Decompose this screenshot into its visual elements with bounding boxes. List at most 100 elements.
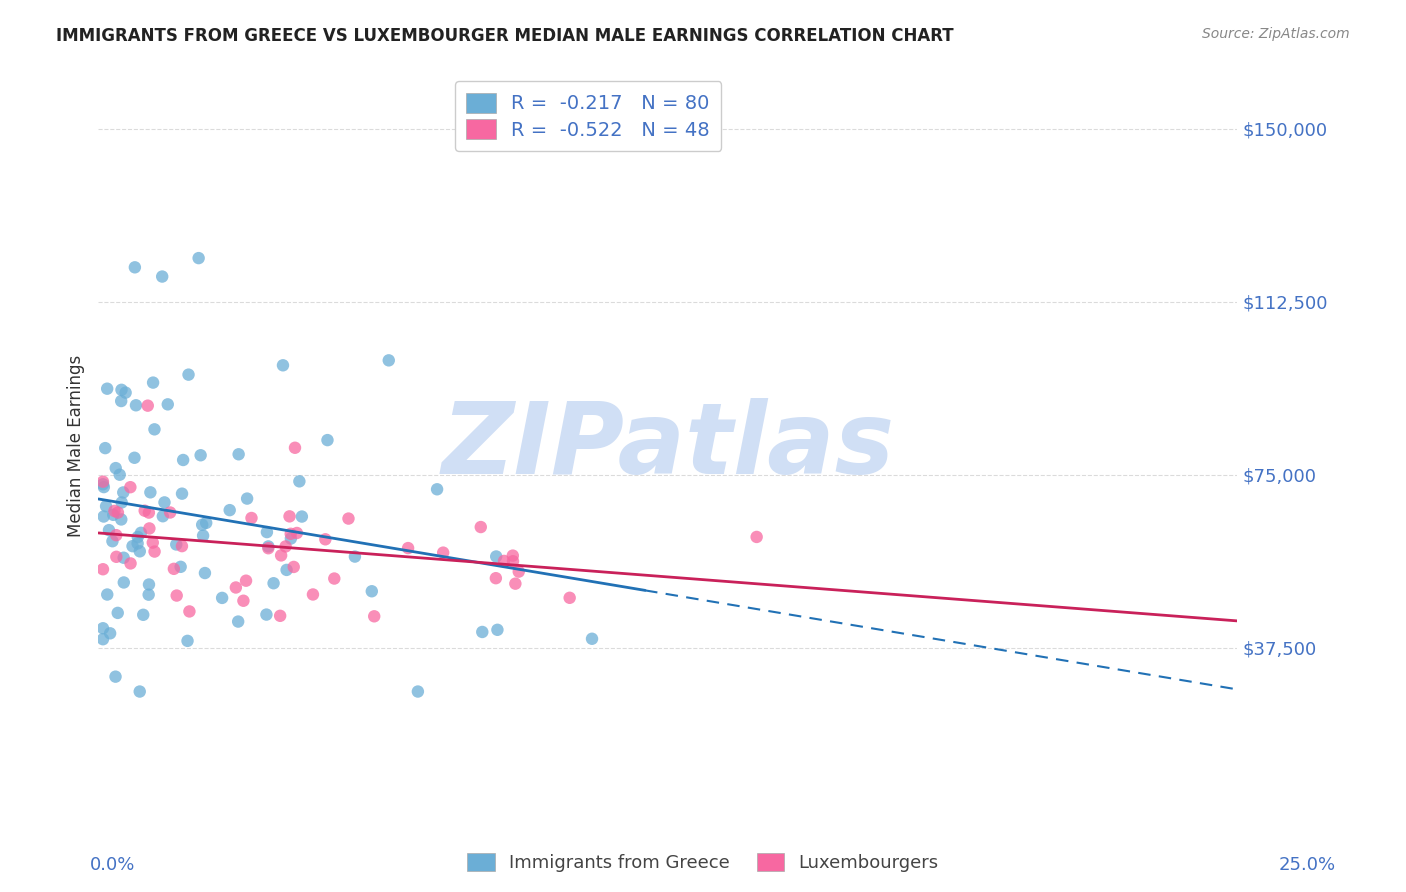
- Luxembourgers: [134, 504, 156, 518]
- Immigrants from Greece: [228, 447, 250, 461]
- Immigrants from Greece: [254, 607, 277, 622]
- Immigrants from Greece: [316, 433, 339, 447]
- Immigrants from Greece: [143, 422, 166, 436]
- Immigrants from Greece: [112, 575, 135, 590]
- Immigrants from Greece: [257, 540, 280, 554]
- Immigrants from Greece: [129, 525, 152, 540]
- Immigrants from Greece: [211, 591, 233, 605]
- Immigrants from Greece: [101, 534, 124, 549]
- Immigrants from Greece: [343, 549, 366, 564]
- Luxembourgers: [508, 565, 530, 579]
- Immigrants from Greece: [378, 353, 401, 368]
- Immigrants from Greece: [98, 523, 121, 537]
- Immigrants from Greece: [191, 517, 214, 532]
- Immigrants from Greece: [111, 495, 134, 509]
- Immigrants from Greece: [125, 398, 148, 412]
- Luxembourgers: [745, 530, 768, 544]
- Luxembourgers: [274, 540, 297, 554]
- Immigrants from Greece: [93, 509, 115, 524]
- Luxembourgers: [235, 574, 257, 588]
- Luxembourgers: [105, 549, 128, 564]
- Luxembourgers: [363, 609, 385, 624]
- Luxembourgers: [225, 581, 247, 595]
- Immigrants from Greece: [91, 632, 114, 647]
- Immigrants from Greece: [276, 563, 298, 577]
- Immigrants from Greece: [152, 509, 174, 524]
- Immigrants from Greece: [91, 477, 114, 491]
- Luxembourgers: [278, 509, 301, 524]
- Text: ZIPatlas: ZIPatlas: [441, 398, 894, 494]
- Immigrants from Greece: [218, 503, 240, 517]
- Luxembourgers: [120, 557, 142, 571]
- Luxembourgers: [142, 535, 165, 549]
- Immigrants from Greece: [127, 536, 149, 550]
- Luxembourgers: [485, 571, 508, 585]
- Luxembourgers: [257, 541, 280, 556]
- Immigrants from Greece: [104, 461, 127, 475]
- Immigrants from Greece: [121, 539, 143, 553]
- Text: Source: ZipAtlas.com: Source: ZipAtlas.com: [1202, 27, 1350, 41]
- Luxembourgers: [270, 549, 292, 563]
- Immigrants from Greece: [271, 359, 294, 373]
- Immigrants from Greece: [112, 485, 135, 500]
- Immigrants from Greece: [169, 559, 191, 574]
- Luxembourgers: [179, 604, 201, 618]
- Luxembourgers: [166, 589, 188, 603]
- Immigrants from Greece: [94, 441, 117, 455]
- Luxembourgers: [470, 520, 492, 534]
- Immigrants from Greece: [165, 537, 187, 551]
- Luxembourgers: [432, 546, 454, 560]
- Immigrants from Greece: [128, 684, 150, 698]
- Luxembourgers: [492, 554, 515, 568]
- Immigrants from Greece: [406, 684, 429, 698]
- Luxembourgers: [163, 562, 186, 576]
- Immigrants from Greece: [172, 453, 194, 467]
- Immigrants from Greece: [103, 508, 125, 522]
- Immigrants from Greece: [190, 448, 212, 462]
- Luxembourgers: [314, 533, 336, 547]
- Immigrants from Greece: [96, 588, 118, 602]
- Luxembourgers: [323, 572, 346, 586]
- Immigrants from Greece: [128, 544, 150, 558]
- Luxembourgers: [170, 539, 193, 553]
- Immigrants from Greece: [110, 383, 132, 397]
- Immigrants from Greece: [107, 606, 129, 620]
- Immigrants from Greece: [187, 251, 209, 265]
- Immigrants from Greece: [139, 485, 162, 500]
- Luxembourgers: [285, 526, 308, 541]
- Luxembourgers: [240, 511, 263, 525]
- Immigrants from Greece: [94, 500, 117, 514]
- Luxembourgers: [502, 549, 524, 563]
- Immigrants from Greece: [191, 529, 214, 543]
- Immigrants from Greece: [360, 584, 382, 599]
- Immigrants from Greece: [124, 450, 146, 465]
- Immigrants from Greece: [127, 530, 149, 544]
- Immigrants from Greece: [426, 483, 449, 497]
- Luxembourgers: [138, 506, 160, 520]
- Immigrants from Greece: [138, 588, 160, 602]
- Y-axis label: Median Male Earnings: Median Male Earnings: [66, 355, 84, 537]
- Immigrants from Greece: [124, 260, 146, 275]
- Luxembourgers: [105, 528, 128, 542]
- Immigrants from Greece: [581, 632, 603, 646]
- Luxembourgers: [91, 562, 114, 576]
- Immigrants from Greece: [194, 566, 217, 580]
- Immigrants from Greece: [195, 516, 218, 530]
- Luxembourgers: [269, 608, 291, 623]
- Text: 0.0%: 0.0%: [90, 856, 135, 874]
- Immigrants from Greece: [104, 670, 127, 684]
- Immigrants from Greece: [153, 495, 176, 509]
- Immigrants from Greece: [256, 525, 278, 540]
- Immigrants from Greece: [177, 368, 200, 382]
- Immigrants from Greece: [471, 624, 494, 639]
- Text: 25.0%: 25.0%: [1279, 856, 1336, 874]
- Luxembourgers: [232, 593, 254, 607]
- Immigrants from Greece: [114, 385, 136, 400]
- Immigrants from Greece: [156, 397, 179, 411]
- Luxembourgers: [103, 504, 125, 518]
- Luxembourgers: [107, 506, 129, 520]
- Immigrants from Greece: [291, 509, 314, 524]
- Legend: Immigrants from Greece, Luxembourgers: Immigrants from Greece, Luxembourgers: [457, 842, 949, 883]
- Luxembourgers: [283, 560, 305, 574]
- Immigrants from Greece: [288, 475, 311, 489]
